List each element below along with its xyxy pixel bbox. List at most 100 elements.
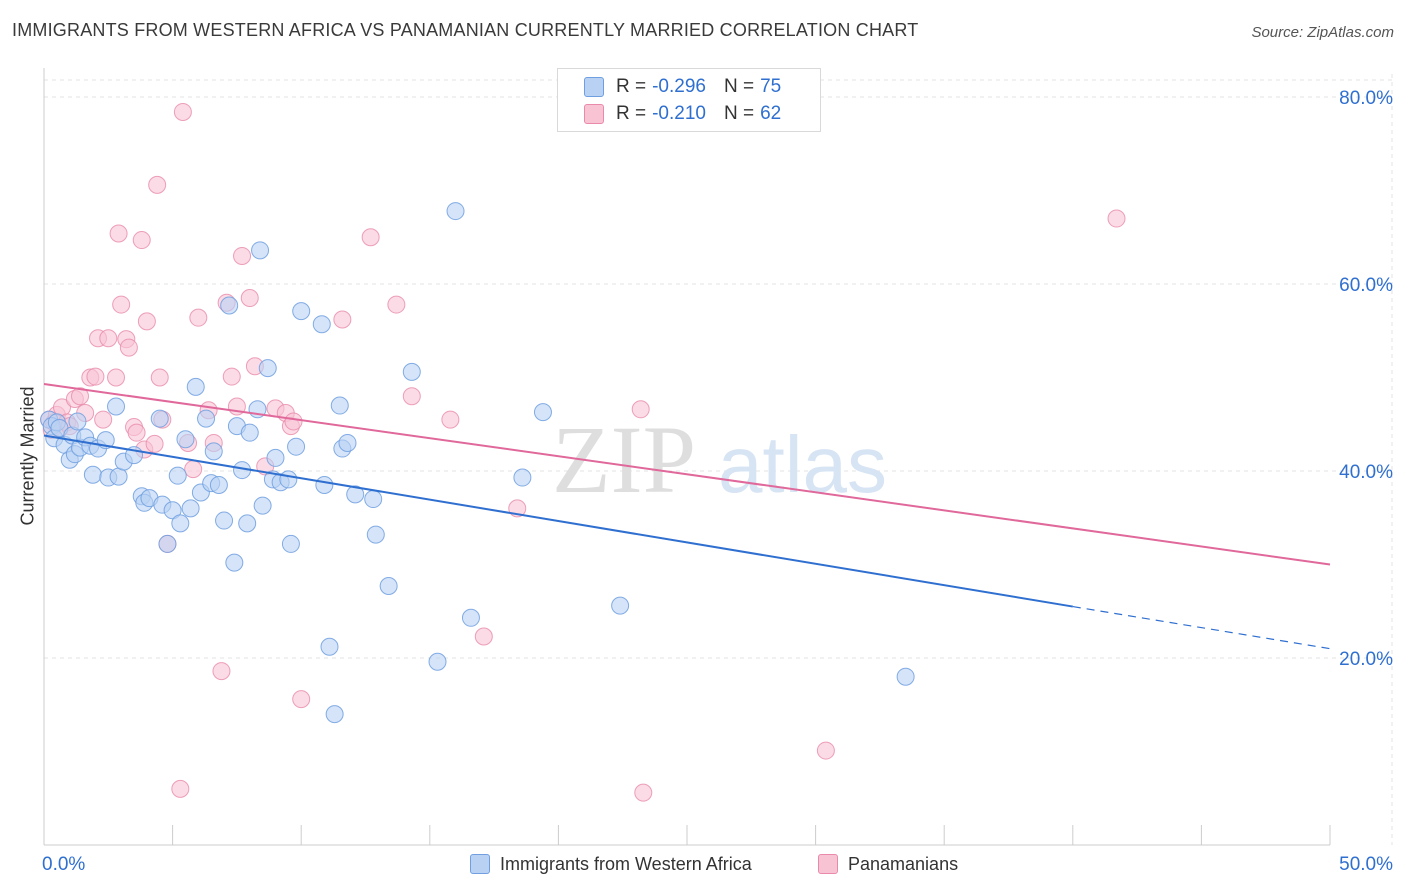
legend-item-panamanians[interactable]: Panamanians bbox=[818, 852, 958, 876]
data-point-western-africa bbox=[330, 396, 349, 415]
data-point-western-africa bbox=[896, 667, 915, 686]
data-point-panamanians bbox=[173, 102, 192, 121]
data-point-western-africa bbox=[109, 467, 128, 486]
data-point-panamanians bbox=[387, 295, 406, 314]
data-point-western-africa bbox=[446, 202, 465, 221]
data-point-panamanians bbox=[150, 368, 169, 387]
r-label: R = bbox=[616, 76, 647, 97]
data-point-panamanians bbox=[333, 310, 352, 329]
y-tick-label: 80.0% bbox=[1339, 88, 1393, 109]
data-point-western-africa bbox=[204, 442, 223, 461]
data-point-western-africa bbox=[287, 437, 306, 456]
legend-swatch-blue bbox=[584, 77, 604, 97]
data-point-panamanians bbox=[212, 662, 231, 681]
data-point-western-africa bbox=[281, 534, 300, 553]
chart-title: IMMIGRANTS FROM WESTERN AFRICA VS PANAMA… bbox=[12, 20, 919, 40]
data-point-panamanians bbox=[112, 295, 131, 314]
data-point-western-africa bbox=[181, 499, 200, 518]
data-point-panamanians bbox=[233, 246, 252, 265]
legend-label: Panamanians bbox=[848, 853, 959, 874]
data-point-western-africa bbox=[279, 470, 298, 489]
trend-lines bbox=[43, 383, 1331, 650]
data-point-panamanians bbox=[474, 627, 493, 646]
data-point-western-africa bbox=[215, 511, 234, 530]
data-point-western-africa bbox=[209, 476, 228, 495]
data-point-panamanians bbox=[107, 368, 126, 387]
source-credit: Source: ZipAtlas.com bbox=[1251, 24, 1394, 41]
data-point-western-africa bbox=[338, 433, 357, 452]
watermark-atlas: atlas bbox=[718, 420, 887, 509]
n-label: N = bbox=[723, 76, 755, 97]
data-point-western-africa bbox=[402, 362, 421, 381]
data-point-western-africa bbox=[428, 652, 447, 671]
data-point-western-africa bbox=[225, 553, 244, 572]
data-point-panamanians bbox=[284, 412, 303, 431]
data-point-western-africa bbox=[346, 485, 365, 504]
data-point-panamanians bbox=[127, 423, 146, 442]
data-point-western-africa bbox=[325, 705, 344, 724]
data-point-panamanians bbox=[240, 289, 259, 308]
tick-labels: 20.0% 40.0% 60.0% 80.0% 0.0% 50.0% bbox=[42, 88, 1393, 875]
data-point-western-africa bbox=[513, 468, 532, 487]
data-point-panamanians bbox=[402, 387, 421, 406]
data-point-western-africa bbox=[107, 397, 126, 416]
x-tick-label: 50.0% bbox=[1339, 854, 1393, 875]
data-point-western-africa bbox=[533, 403, 552, 422]
watermark-zip: ZIP bbox=[552, 406, 696, 513]
legend-swatch-pink bbox=[818, 854, 838, 874]
data-point-western-africa bbox=[158, 534, 177, 553]
legend-swatch-blue bbox=[470, 854, 490, 874]
n-label: N = bbox=[723, 103, 755, 124]
axes bbox=[43, 68, 1331, 846]
data-point-panamanians bbox=[86, 367, 105, 386]
data-point-panamanians bbox=[71, 387, 90, 406]
data-point-western-africa bbox=[258, 359, 277, 378]
data-point-western-africa bbox=[292, 302, 311, 321]
y-tick-label: 40.0% bbox=[1339, 462, 1393, 483]
data-point-panamanians bbox=[148, 175, 167, 194]
legend-item-western-africa[interactable]: Immigrants from Western Africa bbox=[470, 852, 752, 876]
data-point-panamanians bbox=[631, 400, 650, 419]
data-point-western-africa bbox=[240, 423, 259, 442]
x-tick-label: 0.0% bbox=[42, 854, 85, 875]
data-point-panamanians bbox=[189, 308, 208, 327]
data-point-western-africa bbox=[251, 241, 270, 260]
legend-row-panamanians: R = -0.210 N = 62 bbox=[584, 102, 781, 126]
trend-line-western-africa bbox=[43, 434, 1073, 608]
data-point-western-africa bbox=[197, 409, 216, 428]
data-point-western-africa bbox=[366, 525, 385, 544]
r-label: R = bbox=[616, 103, 647, 124]
data-point-panamanians bbox=[441, 410, 460, 429]
data-point-western-africa bbox=[266, 448, 285, 467]
data-point-western-africa bbox=[461, 608, 480, 627]
data-point-western-africa bbox=[253, 496, 272, 515]
watermark: ZIP atlas bbox=[552, 406, 887, 513]
correlation-legend: R = -0.296 N = 75 R = -0.210 N = 62 bbox=[557, 68, 821, 132]
data-point-western-africa bbox=[379, 577, 398, 596]
data-point-western-africa bbox=[364, 490, 383, 509]
data-point-panamanians bbox=[94, 410, 113, 429]
n-value: 75 bbox=[760, 76, 782, 97]
data-point-panamanians bbox=[184, 460, 203, 479]
legend-label: Immigrants from Western Africa bbox=[500, 853, 752, 874]
data-point-western-africa bbox=[83, 465, 102, 484]
trend-line-western-africa-projection bbox=[1072, 605, 1331, 650]
r-value: -0.296 bbox=[652, 76, 706, 97]
data-point-panamanians bbox=[171, 779, 190, 798]
data-point-western-africa bbox=[238, 514, 257, 533]
data-point-western-africa bbox=[176, 430, 195, 449]
data-point-western-africa bbox=[168, 466, 187, 485]
data-point-western-africa bbox=[315, 476, 334, 495]
data-point-panamanians bbox=[119, 338, 138, 357]
data-point-western-africa bbox=[220, 296, 239, 315]
r-value: -0.210 bbox=[652, 103, 706, 124]
trend-line-panamanians bbox=[43, 383, 1331, 566]
data-point-panamanians bbox=[816, 741, 835, 760]
data-point-panamanians bbox=[1107, 209, 1126, 228]
data-point-western-africa bbox=[150, 409, 169, 428]
data-point-panamanians bbox=[137, 312, 156, 331]
data-point-panamanians bbox=[222, 367, 241, 386]
legend-row-western-africa: R = -0.296 N = 75 bbox=[584, 75, 781, 99]
data-point-western-africa bbox=[320, 637, 339, 656]
